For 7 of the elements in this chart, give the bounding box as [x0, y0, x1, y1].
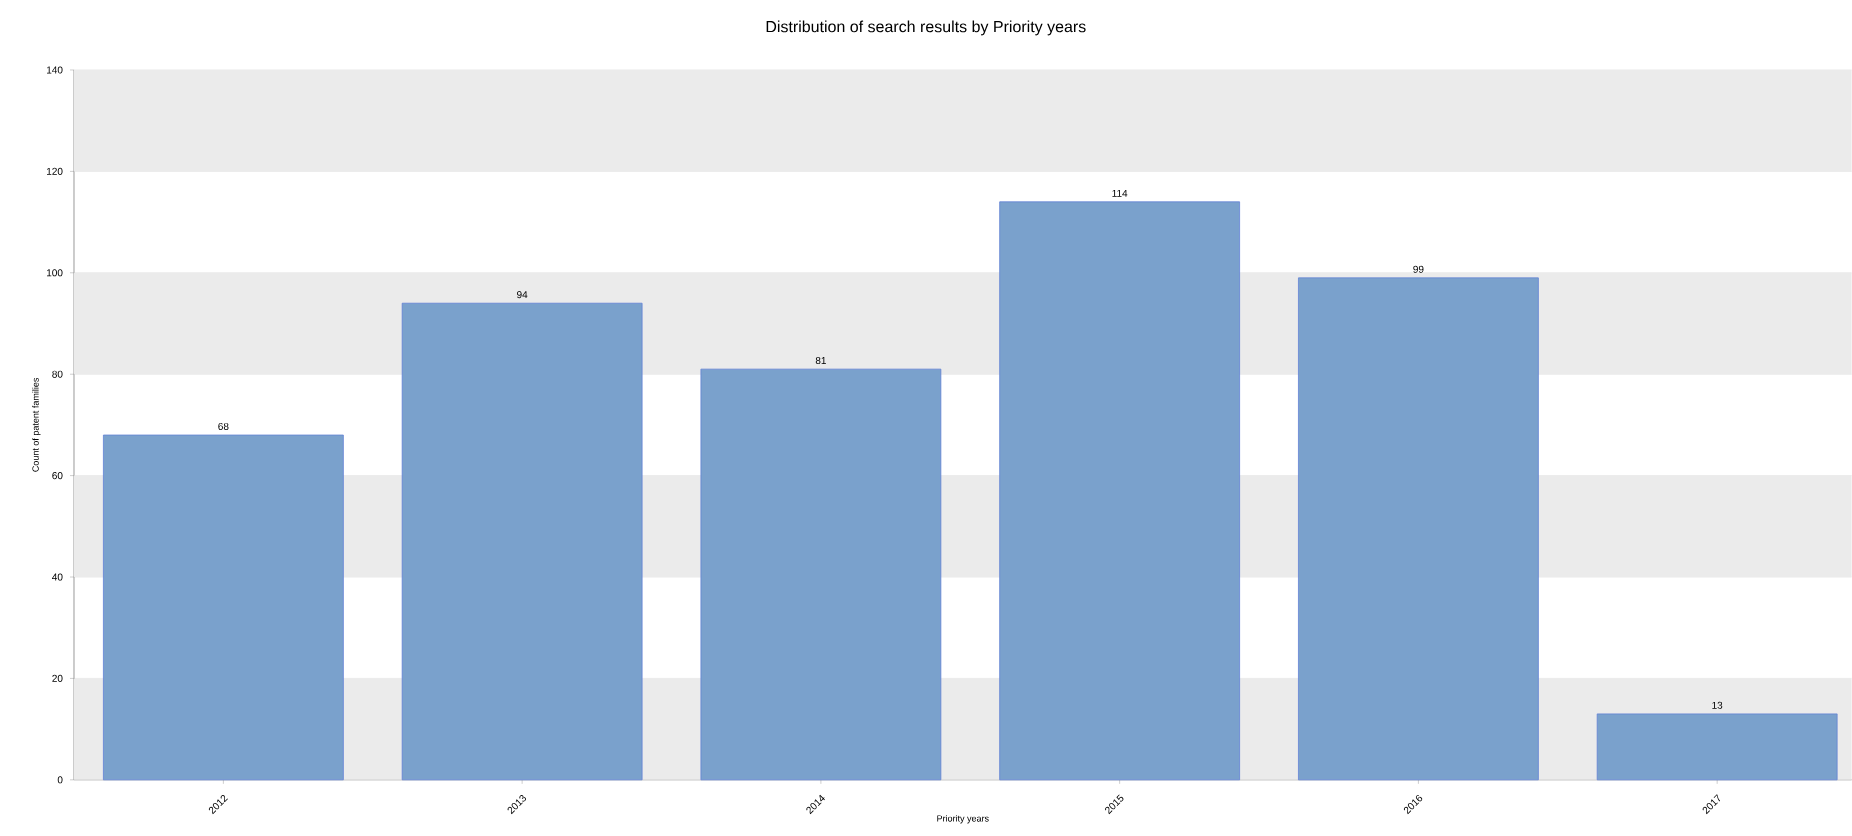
bar — [401, 302, 643, 781]
bar — [700, 368, 942, 781]
chart-title: Distribution of search results by Priority years — [766, 20, 1086, 36]
bar — [999, 201, 1241, 781]
bar — [103, 434, 344, 781]
bar — [1596, 713, 1838, 781]
bar — [1298, 277, 1539, 781]
